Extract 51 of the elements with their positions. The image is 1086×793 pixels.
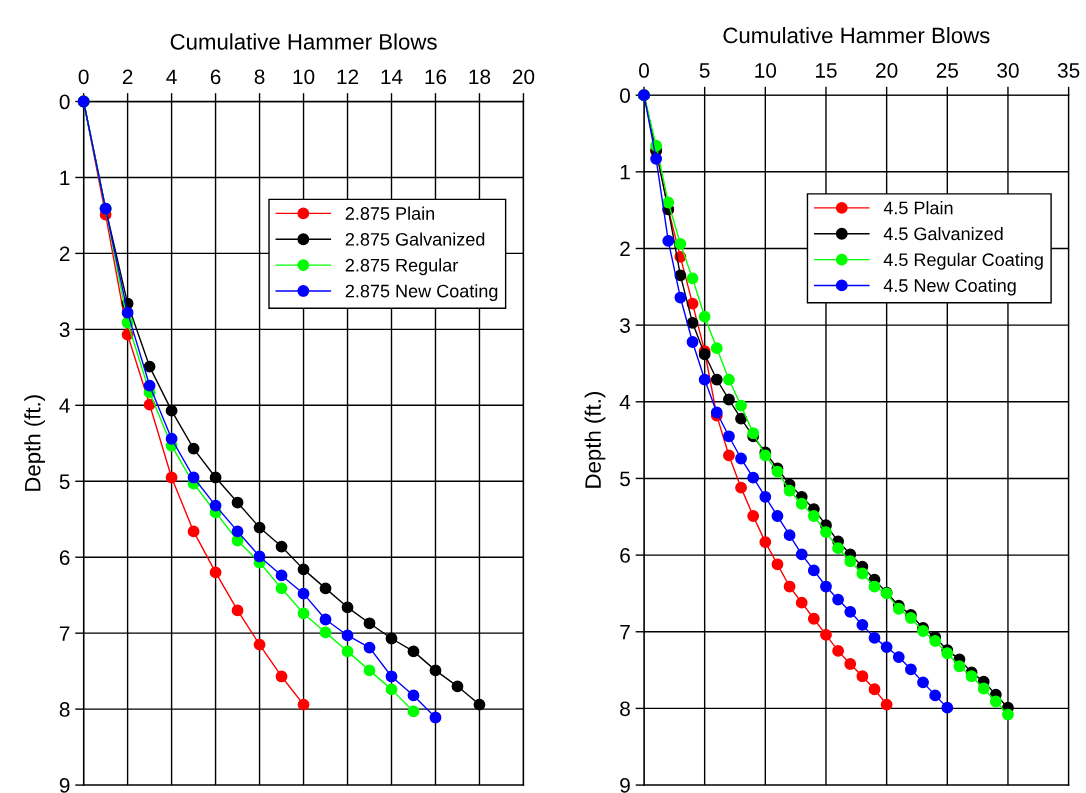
x-tick-label: 30 bbox=[997, 63, 1019, 78]
x-tick-label: 20 bbox=[876, 63, 898, 78]
x-tick-label: 12 bbox=[337, 69, 359, 84]
x-tick-label: 35 bbox=[1057, 63, 1080, 78]
x-tick-label: 6 bbox=[210, 69, 221, 85]
y-tick-label: 2 bbox=[59, 246, 70, 261]
x-tick-label: 0 bbox=[639, 63, 649, 78]
y-tick-label: 6 bbox=[59, 550, 70, 565]
x-tick-label: 10 bbox=[755, 63, 777, 78]
x-tick-label: 10 bbox=[293, 69, 315, 85]
x-axis-title: Cumulative Hammer Blows bbox=[170, 33, 437, 50]
x-tick-label: 5 bbox=[699, 63, 710, 78]
y-tick-label: 4 bbox=[59, 398, 70, 413]
x-tick-label: 16 bbox=[425, 69, 447, 85]
legend-label: 2.875 Plain bbox=[345, 206, 435, 220]
y-tick-label: 3 bbox=[59, 322, 70, 338]
legend-label: 4.5 New Coating bbox=[883, 278, 1016, 296]
y-tick-label: 8 bbox=[59, 702, 70, 717]
legend-label: 2.875 New Coating bbox=[345, 284, 498, 302]
y-axis-title: Depth (ft.) bbox=[24, 395, 45, 491]
legend-label: 4.5 Plain bbox=[883, 201, 953, 215]
y-tick-label: 1 bbox=[620, 165, 630, 180]
x-tick-label: 0 bbox=[78, 69, 89, 85]
x-tick-label: 25 bbox=[936, 63, 959, 78]
legend-label: 2.875 Galvanized bbox=[345, 232, 485, 246]
y-tick-label: 5 bbox=[620, 471, 630, 487]
x-tick-label: 2 bbox=[122, 69, 133, 84]
y-tick-label: 0 bbox=[59, 94, 70, 110]
y-tick-label: 3 bbox=[620, 318, 630, 333]
y-tick-label: 5 bbox=[59, 474, 70, 490]
y-tick-label: 0 bbox=[620, 88, 630, 103]
y-axis-title: Depth (ft.) bbox=[584, 392, 606, 488]
x-tick-label: 20 bbox=[512, 69, 535, 85]
y-tick-label: 7 bbox=[59, 626, 70, 641]
y-tick-label: 2 bbox=[620, 241, 630, 257]
y-tick-label: 1 bbox=[60, 170, 70, 185]
y-tick-label: 9 bbox=[59, 778, 70, 793]
y-tick-label: 7 bbox=[620, 624, 630, 640]
x-tick-label: 4 bbox=[166, 69, 177, 84]
y-tick-label: 8 bbox=[620, 701, 630, 717]
x-tick-label: 15 bbox=[815, 63, 837, 78]
y-tick-label: 9 bbox=[620, 778, 630, 793]
y-tick-label: 4 bbox=[619, 395, 631, 410]
y-tick-label: 6 bbox=[620, 548, 630, 563]
x-tick-label: 18 bbox=[469, 69, 491, 85]
legend-label: 4.5 Regular Coating bbox=[883, 252, 1043, 270]
x-axis-title: Cumulative Hammer Blows bbox=[723, 27, 990, 44]
x-tick-label: 8 bbox=[254, 69, 265, 85]
legend-label: 4.5 Galvanized bbox=[883, 226, 1003, 241]
x-tick-label: 14 bbox=[381, 69, 403, 84]
legend-label: 2.875 Regular bbox=[345, 258, 458, 276]
